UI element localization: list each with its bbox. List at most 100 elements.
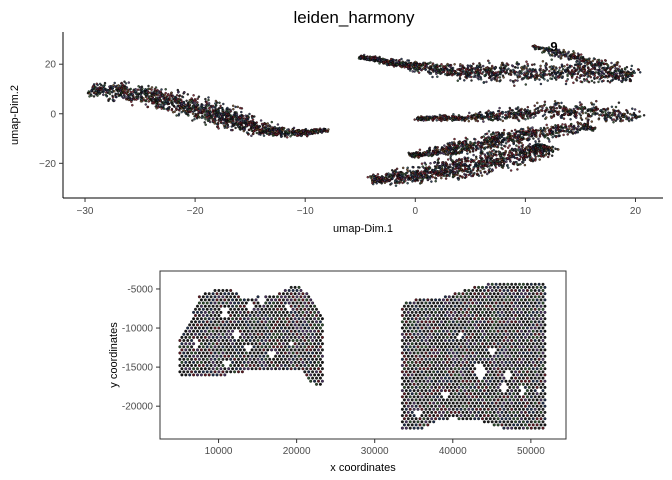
umap-point (270, 132, 273, 135)
umap-point (588, 68, 592, 72)
umap-point (574, 78, 578, 81)
umap-point (103, 89, 106, 92)
umap-point (594, 105, 598, 109)
umap-point (416, 67, 419, 70)
umap-point (593, 76, 596, 79)
umap-point (520, 138, 523, 141)
umap-point (504, 64, 508, 68)
umap-point (418, 148, 422, 152)
umap-point (177, 99, 181, 103)
umap-point (406, 59, 409, 62)
umap-point (389, 60, 393, 63)
umap-point (572, 56, 575, 59)
umap-point (548, 131, 552, 134)
umap-point (431, 62, 435, 65)
umap-point (105, 94, 108, 98)
umap-point (167, 106, 170, 109)
umap-point (226, 123, 230, 127)
umap-point (566, 133, 569, 136)
umap-point (444, 73, 447, 76)
umap-point (203, 121, 206, 124)
umap-point (525, 66, 528, 69)
umap-point (515, 107, 519, 111)
umap-point (286, 131, 290, 134)
umap-point (426, 118, 429, 122)
umap-point (468, 150, 472, 154)
umap-point (500, 143, 503, 147)
umap-point (448, 72, 451, 75)
umap-point (510, 112, 513, 116)
umap-point (480, 174, 484, 177)
umap-point (528, 135, 531, 138)
umap-point (598, 65, 601, 69)
umap-point (240, 124, 244, 127)
umap-point (620, 70, 623, 74)
umap-point (503, 70, 507, 74)
umap-point (419, 63, 422, 66)
umap-point (212, 119, 215, 123)
umap-point (430, 68, 434, 71)
umap-point (465, 167, 468, 171)
umap-point (229, 128, 233, 132)
umap-point (577, 70, 580, 74)
umap-point (517, 142, 521, 145)
umap-point (490, 78, 493, 82)
umap-point (220, 107, 224, 110)
umap-point (201, 103, 204, 107)
umap-point (485, 80, 488, 84)
umap-point (226, 112, 230, 116)
umap-point (570, 131, 574, 134)
umap-point (471, 149, 475, 153)
umap-point (516, 66, 520, 69)
umap-point (539, 64, 542, 68)
umap-point (161, 105, 165, 108)
umap-point (192, 104, 195, 108)
umap-point (423, 151, 426, 154)
umap-point (614, 109, 618, 113)
umap-point (488, 164, 491, 167)
umap-point (546, 155, 550, 159)
umap-point (206, 119, 210, 122)
umap-point (535, 77, 539, 80)
umap-point (633, 114, 636, 117)
umap-point (527, 131, 531, 134)
umap-point (469, 140, 472, 144)
umap-point (178, 109, 181, 112)
umap-point (118, 93, 122, 97)
umap-point (134, 92, 138, 95)
umap-point (279, 135, 283, 138)
umap-point (125, 98, 128, 101)
umap-point (171, 110, 175, 114)
umap-point (415, 151, 418, 154)
umap-point (164, 102, 167, 105)
umap-point (537, 111, 540, 114)
umap-point (488, 68, 491, 71)
umap-point (151, 101, 155, 104)
umap-point (596, 107, 600, 111)
umap-point (598, 69, 601, 73)
umap-point (564, 68, 567, 72)
umap-point (576, 52, 580, 55)
umap-point (558, 66, 562, 69)
umap-point (205, 112, 209, 116)
umap-point (214, 108, 217, 112)
umap-point (247, 121, 251, 124)
umap-point (581, 74, 584, 77)
umap-point (602, 72, 606, 76)
umap-point (518, 138, 521, 142)
umap-point (504, 142, 508, 145)
umap-point (229, 117, 233, 121)
umap-point (544, 117, 547, 121)
umap-point (578, 76, 581, 80)
umap-point (518, 134, 522, 137)
umap-point (507, 114, 511, 118)
umap-point (545, 123, 548, 127)
umap-point (94, 91, 97, 95)
umap-point (528, 111, 531, 114)
umap-point (555, 67, 558, 70)
umap-point (443, 144, 446, 147)
umap-point (411, 165, 414, 169)
umap-point (449, 148, 452, 151)
umap-point (567, 58, 571, 61)
